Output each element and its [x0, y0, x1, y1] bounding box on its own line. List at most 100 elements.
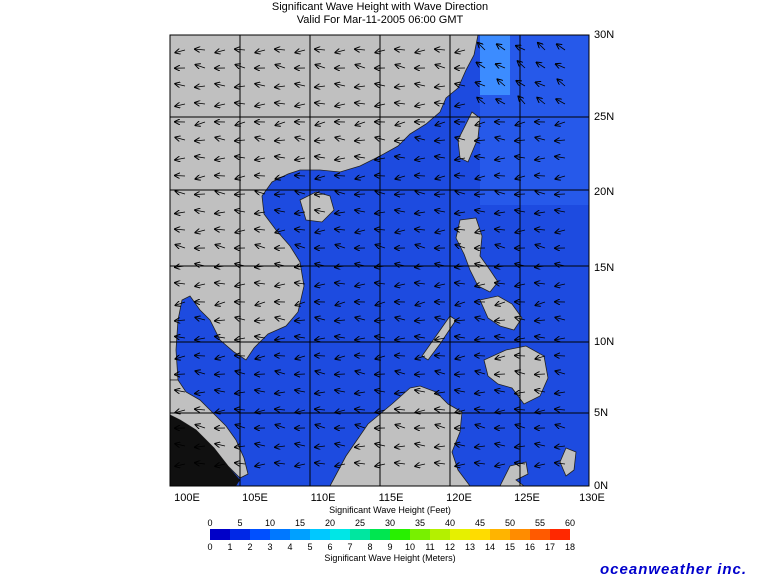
wave-direction-arrow — [395, 371, 406, 374]
wave-direction-arrow — [435, 317, 446, 320]
wave-direction-arrow — [215, 336, 226, 338]
colorbar-segment — [430, 529, 450, 540]
wave-direction-arrow — [435, 446, 446, 447]
wave-direction-arrow — [275, 140, 286, 141]
colorbar-meter-tick: 13 — [464, 542, 476, 552]
wave-direction-arrow — [255, 320, 266, 321]
wave-direction-arrow — [395, 140, 406, 141]
wave-direction-arrow — [355, 210, 366, 212]
wave-direction-arrow — [495, 229, 506, 230]
colorbar-segment — [350, 529, 370, 540]
wave-direction-arrow — [456, 302, 466, 305]
brand-logo-text: oceanweather inc. — [600, 561, 748, 578]
wave-direction-arrow — [295, 137, 306, 140]
wave-direction-arrow — [255, 84, 266, 86]
wave-direction-arrow — [435, 338, 446, 340]
wave-direction-arrow — [175, 374, 186, 375]
wave-direction-arrow — [355, 463, 366, 464]
wave-direction-arrow — [335, 356, 346, 359]
wave-direction-arrow — [295, 212, 306, 214]
wave-direction-arrow — [475, 140, 486, 141]
wave-direction-arrow — [195, 317, 206, 320]
wave-direction-arrow — [415, 158, 426, 160]
wave-direction-arrow — [175, 50, 186, 53]
wave-direction-arrow — [175, 212, 186, 214]
wave-direction-arrow — [435, 49, 446, 50]
wave-direction-arrow — [455, 50, 466, 53]
wave-direction-arrow — [536, 82, 546, 86]
colorbar-feet-tick: 55 — [534, 518, 546, 528]
wave-direction-arrow — [478, 43, 486, 51]
colorbar-meter-tick: 10 — [404, 542, 416, 552]
wave-direction-arrow — [255, 175, 266, 176]
colorbar-meter-tick: 18 — [564, 542, 576, 552]
wave-direction-arrow — [255, 356, 266, 359]
wave-direction-arrow — [356, 122, 366, 125]
colorbar-feet-tick: 25 — [354, 518, 366, 528]
wave-direction-arrow — [396, 425, 406, 428]
wave-direction-arrow — [295, 410, 306, 413]
wave-direction-arrow — [415, 84, 426, 86]
wave-direction-arrow — [496, 99, 506, 105]
colorbar-meter-tick: 11 — [425, 542, 435, 552]
wave-direction-arrow — [175, 137, 186, 140]
wave-direction-arrow — [396, 122, 406, 125]
wave-direction-arrow — [455, 84, 466, 86]
wave-direction-arrow — [415, 212, 426, 214]
wave-direction-arrow — [275, 446, 286, 447]
wave-direction-arrow — [355, 317, 366, 320]
wave-direction-arrow — [195, 409, 206, 410]
wave-direction-arrow — [435, 371, 446, 374]
wave-direction-arrow — [255, 137, 266, 140]
wave-direction-arrow — [436, 425, 446, 428]
wave-direction-arrow — [535, 320, 546, 321]
wave-direction-arrow — [255, 444, 266, 446]
colorbar-segment — [510, 529, 530, 540]
wave-direction-arrow — [295, 104, 306, 106]
wave-direction-arrow — [535, 137, 546, 140]
colorbar-segment — [450, 529, 470, 540]
wave-direction-arrow — [475, 176, 486, 179]
colorbar-feet-caption: Significant Wave Height (Feet) — [329, 505, 451, 515]
lat-label-20n: 20N — [594, 186, 615, 198]
wave-direction-arrow — [455, 283, 466, 284]
colorbar-segment — [530, 529, 550, 540]
colorbar-segment — [550, 529, 570, 540]
wave-direction-arrow — [455, 444, 466, 446]
wave-direction-arrow — [555, 355, 566, 356]
colorbar-meter-tick: 14 — [484, 542, 496, 552]
wave-direction-arrow — [475, 392, 486, 394]
colorbar-meter-tick: 9 — [387, 542, 393, 552]
wave-direction-arrow — [435, 392, 446, 394]
wave-direction-arrow — [295, 191, 306, 194]
wave-direction-arrow — [296, 302, 306, 305]
wave-direction-arrow — [557, 79, 566, 87]
wave-direction-arrow — [495, 283, 506, 284]
wave-direction-arrow — [195, 194, 206, 195]
wave-direction-arrow — [415, 229, 426, 230]
wave-direction-arrow — [435, 103, 446, 104]
wave-direction-arrow — [255, 336, 266, 338]
wave-direction-arrow — [475, 371, 486, 374]
wave-direction-arrow — [475, 355, 486, 356]
wave-direction-arrow — [475, 446, 486, 447]
wave-direction-arrow — [195, 230, 206, 233]
wave-direction-arrow — [355, 371, 366, 374]
wave-direction-arrow — [475, 317, 486, 320]
wave-direction-arrow — [335, 84, 346, 86]
wave-direction-arrow — [535, 175, 546, 176]
wave-direction-arrow — [175, 390, 186, 392]
wave-direction-arrow — [395, 392, 406, 394]
wave-direction-arrow — [335, 158, 346, 160]
wave-direction-arrow — [495, 464, 506, 466]
colorbar-meter-tick: 8 — [367, 542, 373, 552]
wave-direction-arrow — [455, 464, 466, 466]
wave-direction-arrow — [335, 50, 346, 53]
wave-direction-arrow — [175, 283, 186, 284]
wave-direction-arrow — [215, 158, 226, 160]
lat-label-5n: 5N — [594, 407, 609, 419]
wave-direction-arrow — [415, 356, 426, 359]
wave-direction-arrow — [415, 464, 426, 466]
wave-direction-arrow — [535, 390, 546, 392]
wave-direction-arrow — [175, 84, 186, 86]
